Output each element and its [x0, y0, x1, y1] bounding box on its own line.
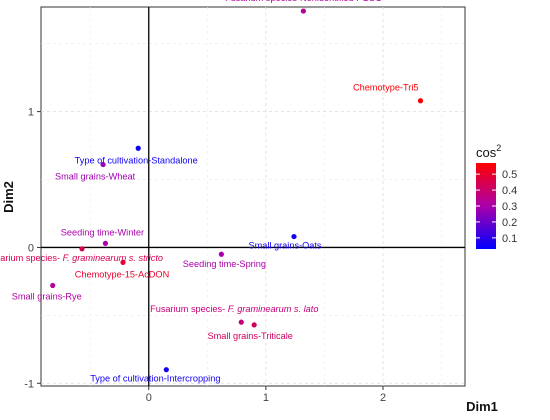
- data-point: [79, 246, 85, 252]
- legend-tick-label: 0.2: [502, 217, 517, 229]
- point-label: Fusarium species-Nonidentified FGSC: [225, 0, 382, 3]
- x-tick-label: 0: [146, 392, 152, 404]
- point-label: Small grains-Triticale: [207, 331, 292, 341]
- data-point: [238, 319, 244, 325]
- point-label: Chemotype-Tri5: [353, 83, 419, 93]
- data-point: [100, 161, 106, 168]
- point-label: Chemotype-15-AcDON: [75, 269, 169, 279]
- point-label: Small grains-Rye: [12, 291, 82, 301]
- point-label: Seeding time-Spring: [183, 259, 266, 269]
- legend-title: cos2: [476, 143, 501, 160]
- point-label-italic: F. graminearum s. lato: [228, 304, 319, 314]
- x-axis-title: Dim1: [466, 399, 498, 414]
- legend-title-superscript: 2: [496, 143, 501, 153]
- data-point: [218, 251, 224, 257]
- legend-tick-label: 0.4: [502, 185, 517, 197]
- x-tick-label: 2: [380, 392, 386, 404]
- data-point: [163, 367, 169, 373]
- point-label-italic: F. graminearum s. stricto: [63, 253, 163, 263]
- legend-colorbar: [476, 163, 496, 249]
- data-point: [417, 98, 424, 104]
- data-point: [120, 259, 126, 265]
- point-labels: Fusarium species-Nonidentified FGSC Chemo…: [0, 0, 418, 384]
- data-point: [102, 240, 109, 246]
- y-tick-label: 0: [28, 242, 34, 254]
- point-label: Seeding time-Winter: [61, 227, 144, 237]
- data-point: [50, 282, 56, 289]
- cos2-legend: cos2 0.1 0.2 0.3 0.4 0.5: [476, 143, 517, 249]
- data-point: [135, 145, 141, 151]
- legend-tick-label: 0.5: [502, 169, 517, 181]
- point-label: Type of cultivation-Intercropping: [90, 374, 220, 384]
- y-axis-title: Dim2: [1, 181, 16, 213]
- data-point: [300, 8, 306, 14]
- legend-ticks: 0.1 0.2 0.3 0.4 0.5: [476, 169, 517, 245]
- point-label: Small grains-Oats: [248, 241, 321, 251]
- legend-tick-label: 0.3: [502, 201, 517, 213]
- point-label: Fusarium species- F. graminearum s. lato: [150, 304, 318, 314]
- point-label: Type of cultivation-Standalone: [75, 155, 198, 165]
- point-label: Fusarium species- F. graminearum s. stri…: [0, 253, 163, 263]
- data-point: [251, 322, 257, 328]
- x-tick-label: 1: [263, 392, 269, 404]
- point-label-part: Fusarium species-: [150, 304, 228, 314]
- legend-title-base: cos: [476, 145, 497, 160]
- y-tick-label: 1: [28, 107, 34, 119]
- axes: 0 1 2 -1 0 1: [24, 7, 465, 404]
- point-label: Small grains-Wheat: [55, 172, 136, 182]
- data-point: [291, 233, 297, 240]
- plot-panel: [40, 6, 466, 387]
- y-tick-label: -1: [24, 378, 34, 390]
- point-label-part: Fusarium species-: [0, 253, 63, 263]
- legend-tick-label: 0.1: [502, 233, 517, 245]
- data-points: [50, 8, 424, 373]
